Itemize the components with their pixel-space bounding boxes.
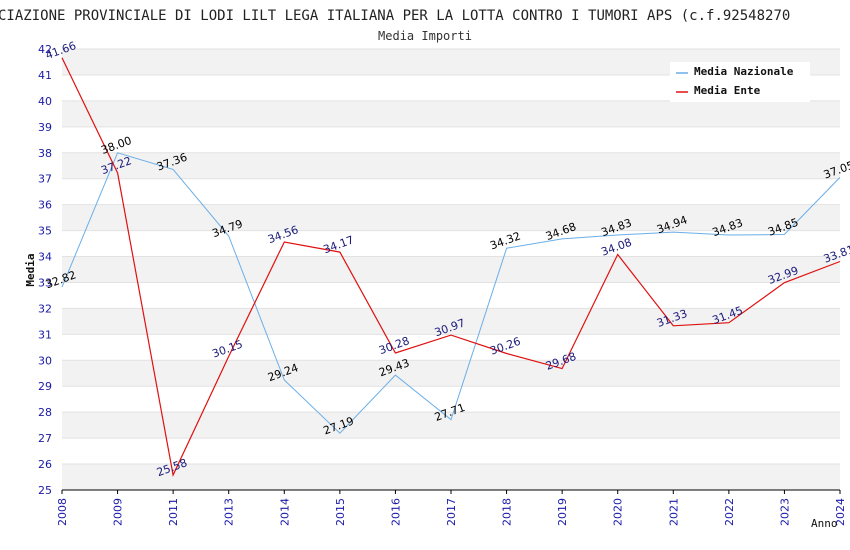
x-tick-label: 2015 (334, 498, 347, 526)
x-axis-label: Anno (811, 517, 838, 530)
grid-band (62, 100, 840, 127)
grid-band (62, 360, 840, 387)
grid-band (62, 178, 840, 205)
legend-label-media-ente: Media Ente (694, 84, 761, 97)
y-tick-label: 41 (38, 69, 52, 82)
legend-box (670, 62, 810, 102)
x-tick-label: 2013 (223, 498, 236, 526)
grid-band (62, 256, 840, 283)
grid-band (62, 126, 840, 153)
x-tick-label: 2023 (778, 498, 791, 526)
y-tick-label: 37 (38, 173, 52, 186)
y-tick-label: 33 (38, 276, 52, 289)
series-lines (61, 57, 841, 477)
x-tick-label: 2024 (834, 498, 847, 526)
grid-band (62, 464, 840, 490)
y-tick-label: 40 (38, 95, 52, 108)
grid-band (62, 386, 840, 413)
x-tick-label: 2019 (556, 498, 569, 526)
y-tick-label: 29 (38, 380, 52, 393)
y-tick-label: 27 (38, 432, 52, 445)
grid-band (62, 308, 840, 335)
x-tick-label: 2008 (56, 498, 69, 526)
series-line-media-nazionale (61, 152, 841, 434)
grid-band (62, 438, 840, 465)
y-tick-label: 28 (38, 406, 52, 419)
x-tick-label: 2009 (112, 498, 125, 526)
x-tick-labels: 2008 2009 2011 2013 2014 2015 2016 2017 2018 2019… (56, 490, 847, 526)
y-tick-label: 35 (38, 225, 52, 238)
x-tick-label: 2014 (278, 498, 291, 526)
y-tick-label: 42 (38, 43, 52, 56)
x-tick-label: 2021 (667, 498, 680, 526)
y-tick-label: 34 (38, 251, 52, 264)
y-tick-label: 26 (38, 458, 52, 471)
y-tick-label: 32 (38, 302, 52, 315)
x-tick-label: 2018 (501, 498, 514, 526)
y-tick-label: 39 (38, 121, 52, 134)
grid-band (62, 152, 840, 179)
grid-bands (62, 49, 840, 490)
y-tick-label: 30 (38, 354, 52, 367)
grid-band (62, 282, 840, 309)
legend-label-media-nazionale: Media Nazionale (694, 65, 794, 78)
series-line-media-ente (61, 57, 841, 477)
y-tick-labels: 25 26 27 28 29 30 31 32 33 34 35 36 37 38 39 40 41 42 (38, 43, 52, 497)
y-tick-label: 36 (38, 199, 52, 212)
grid-band (62, 204, 840, 231)
y-tick-label: 25 (38, 484, 52, 497)
y-axis-label: Media (24, 253, 37, 286)
x-tick-label: 2020 (612, 498, 625, 526)
grid-band (62, 334, 840, 361)
chart-subtitle: Media Importi (378, 29, 472, 43)
grid-band (62, 230, 840, 257)
y-tick-label: 31 (38, 328, 52, 341)
legend: Media Nazionale Media Ente (670, 62, 810, 102)
x-tick-label: 2016 (389, 498, 402, 526)
grid-band (62, 412, 840, 439)
x-tick-label: 2011 (167, 498, 180, 526)
y-tick-label: 38 (38, 147, 52, 160)
chart-title: CIAZIONE PROVINCIALE DI LODI LILT LEGA I… (0, 8, 790, 24)
x-tick-label: 2022 (723, 498, 736, 526)
x-tick-label: 2017 (445, 498, 458, 526)
